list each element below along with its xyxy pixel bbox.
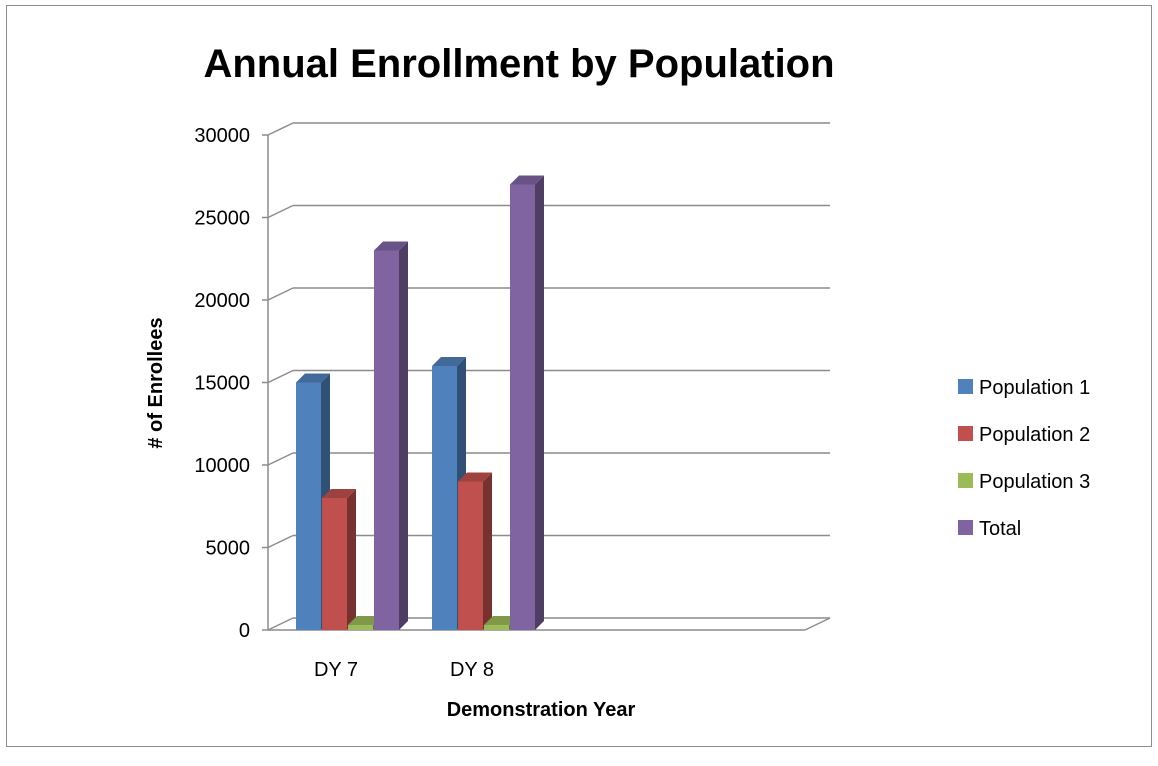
bar-side bbox=[483, 472, 492, 630]
y-tick-label: 10000 bbox=[194, 455, 250, 477]
floor-right-edge bbox=[804, 617, 831, 631]
gridline-side bbox=[267, 452, 294, 466]
bar-front bbox=[432, 366, 457, 630]
legend-swatch bbox=[958, 426, 973, 441]
legend-swatch bbox=[958, 520, 973, 535]
x-tick-label: DY 7 bbox=[314, 659, 358, 681]
y-tick-label: 30000 bbox=[194, 125, 250, 147]
gridline-side bbox=[267, 369, 294, 384]
y-tick-label: 15000 bbox=[194, 373, 250, 395]
gridline-side bbox=[267, 617, 294, 631]
legend-item: Population 1 bbox=[958, 377, 1090, 399]
chart-title: Annual Enrollment by Population bbox=[203, 42, 834, 86]
bar bbox=[458, 472, 492, 630]
y-tick-label: 0 bbox=[239, 620, 250, 642]
legend-label: Population 3 bbox=[979, 471, 1090, 493]
bar-top bbox=[322, 489, 356, 498]
bar-side bbox=[399, 241, 408, 630]
bar-front bbox=[348, 625, 373, 630]
gridline-side bbox=[267, 287, 294, 301]
bar-top bbox=[348, 616, 382, 626]
bar-side bbox=[347, 489, 356, 630]
legend: Population 1 Population 2 Population 3 Tota… bbox=[958, 377, 1090, 540]
bar-front bbox=[510, 184, 535, 630]
bar-front bbox=[322, 498, 347, 630]
gridline-side bbox=[267, 534, 294, 549]
bar bbox=[322, 489, 356, 630]
bars bbox=[296, 175, 544, 630]
bar-top bbox=[484, 616, 518, 626]
y-tick-label: 5000 bbox=[206, 538, 251, 560]
bar-top bbox=[432, 357, 466, 366]
bar-top bbox=[374, 241, 408, 251]
bar bbox=[510, 175, 544, 630]
legend-swatch bbox=[958, 379, 973, 394]
x-tick-label: DY 8 bbox=[450, 659, 494, 681]
bar-top bbox=[296, 373, 330, 383]
legend-label: Population 2 bbox=[979, 424, 1090, 446]
bar-side bbox=[535, 175, 544, 630]
bar bbox=[374, 241, 408, 630]
legend-label: Total bbox=[979, 518, 1021, 540]
y-tick-label: 20000 bbox=[194, 290, 250, 312]
legend-item: Total bbox=[958, 518, 1021, 540]
bar-top bbox=[510, 175, 544, 185]
legend-item: Population 3 bbox=[958, 471, 1090, 493]
legend-label: Population 1 bbox=[979, 377, 1090, 399]
legend-item: Population 2 bbox=[958, 424, 1090, 446]
tick-labels: 0 5000 10000 15000 20000 25000 30000 DY 7 DY 8 bbox=[194, 125, 494, 681]
bar-front bbox=[296, 382, 321, 630]
bar-front bbox=[484, 625, 509, 630]
y-tick-label: 25000 bbox=[194, 208, 250, 230]
chart-border bbox=[6, 5, 1152, 747]
y-axis-label: # of Enrollees bbox=[145, 317, 167, 448]
bar-front bbox=[458, 481, 483, 630]
gridline-side bbox=[267, 122, 294, 136]
legend-swatch bbox=[958, 473, 973, 488]
gridline-side bbox=[267, 204, 294, 219]
x-axis-label: Demonstration Year bbox=[447, 699, 636, 721]
bar-front bbox=[374, 250, 399, 630]
bar-top bbox=[458, 472, 492, 482]
